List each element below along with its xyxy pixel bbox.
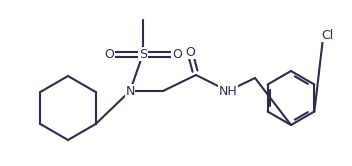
Text: O: O [104,47,114,60]
Text: O: O [172,47,182,60]
Text: O: O [185,45,195,58]
Text: NH: NH [219,84,237,97]
Text: Cl: Cl [321,29,333,42]
Text: N: N [125,84,135,97]
Text: S: S [139,47,147,60]
